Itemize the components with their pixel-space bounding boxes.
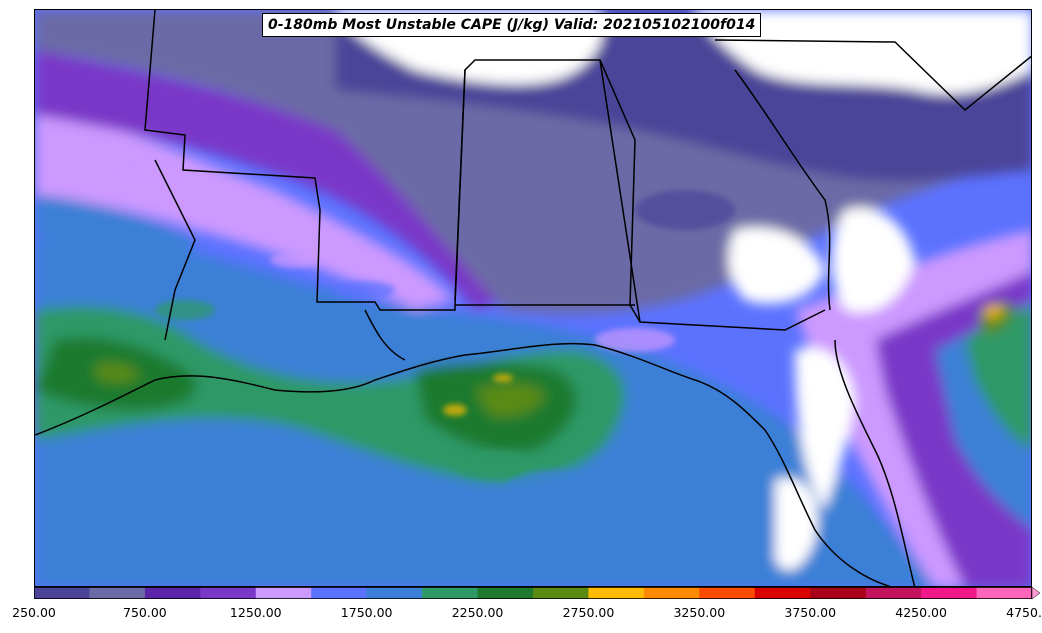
colorbar-tick-label: 750.00 — [123, 605, 167, 620]
cape-field — [35, 10, 1031, 586]
colorbar-extend-arrow — [1031, 587, 1041, 600]
colorbar-segment — [810, 587, 867, 599]
colorbar-segment — [976, 587, 1033, 599]
colorbar-tick-label: 4750.00 — [1006, 605, 1042, 620]
colorbar-tick-label: 250.00 — [12, 605, 56, 620]
colorbar-segment — [144, 587, 201, 599]
colorbar-segment — [366, 587, 423, 599]
colorbar-segment — [865, 587, 922, 599]
colorbar — [34, 587, 1041, 600]
colorbar-segment — [34, 587, 90, 599]
colorbar-segment — [255, 587, 312, 599]
cape-map — [34, 9, 1032, 587]
colorbar-tick-label: 2750.00 — [562, 605, 615, 620]
colorbar-segment — [588, 587, 645, 599]
colorbar-segment — [422, 587, 479, 599]
colorbar-border — [34, 587, 1032, 599]
colorbar-tick-label: 4250.00 — [895, 605, 947, 620]
colorbar-segment — [643, 587, 700, 599]
map-title: 0-180mb Most Unstable CAPE (J/kg) Valid:… — [262, 13, 762, 37]
colorbar-segment — [699, 587, 756, 599]
colorbar-segment — [200, 587, 257, 599]
colorbar-segment — [89, 587, 146, 599]
colorbar-tick-label: 3250.00 — [673, 605, 726, 620]
colorbar-tick-label: 3750.00 — [784, 605, 837, 620]
colorbar-segment — [921, 587, 978, 599]
colorbar-segment — [533, 587, 589, 599]
colorbar-tick-label: 2250.00 — [451, 605, 504, 620]
colorbar-segment — [477, 587, 534, 599]
colorbar-segment — [311, 587, 368, 599]
colorbar-tick-label: 1250.00 — [229, 605, 282, 620]
colorbar-segment — [754, 587, 811, 599]
colorbar-tick-label: 1750.00 — [340, 605, 393, 620]
